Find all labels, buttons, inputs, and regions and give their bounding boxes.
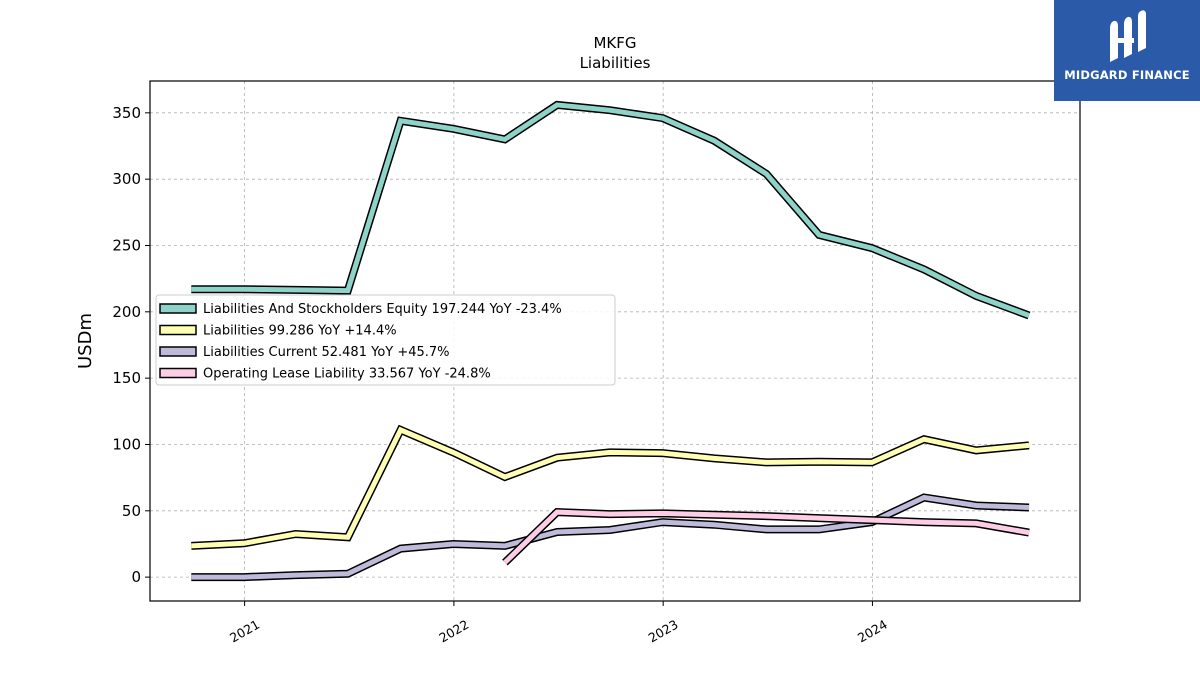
legend-entry: Operating Lease Liability 33.567 YoY -24… bbox=[203, 367, 491, 382]
y-axis-label: USDm bbox=[75, 313, 96, 369]
midgard-finance-logo: MIDGARD FINANCE bbox=[1054, 0, 1200, 101]
legend-box bbox=[155, 294, 616, 386]
y-tick-label: 0 bbox=[131, 568, 141, 586]
y-tick-label: 50 bbox=[122, 502, 141, 520]
x-tick-label: 2024 bbox=[855, 617, 890, 646]
legend-swatch bbox=[159, 324, 197, 336]
x-tick-label: 2023 bbox=[646, 617, 681, 646]
y-tick-label: 300 bbox=[112, 170, 141, 188]
y-tick-label: 250 bbox=[112, 236, 141, 254]
series-line bbox=[503, 509, 1030, 565]
legend-entry: Liabilities And Stockholders Equity 197.… bbox=[203, 302, 562, 317]
y-tick-label: 150 bbox=[112, 369, 141, 387]
plot-frame bbox=[149, 80, 1081, 602]
legend-entry: Liabilities 99.286 YoY +14.4% bbox=[203, 324, 397, 339]
legend-swatch bbox=[159, 303, 197, 314]
series-liabilities bbox=[191, 424, 1030, 550]
series-line-outline bbox=[502, 508, 1030, 566]
y-tick-label: 200 bbox=[112, 303, 141, 321]
series-line bbox=[191, 426, 1030, 549]
series-liabilities-current bbox=[191, 493, 1030, 582]
series-operating-lease-liability bbox=[502, 508, 1030, 566]
chart-subtitle: Liabilities bbox=[580, 54, 651, 72]
series-line bbox=[191, 494, 1030, 580]
series-line-outline bbox=[191, 100, 1031, 320]
logo-text: MIDGARD FINANCE bbox=[1064, 68, 1190, 82]
y-tick-label: 350 bbox=[112, 104, 141, 122]
legend-entry: Liabilities Current 52.481 YoY +45.7% bbox=[203, 345, 450, 360]
series-liabilities-and-stockholders-equity bbox=[191, 100, 1031, 320]
series-line bbox=[191, 102, 1030, 318]
chart-title: MKFG bbox=[593, 34, 636, 52]
x-tick-label: 2021 bbox=[227, 617, 262, 646]
legend-swatch bbox=[159, 346, 197, 357]
y-tick-label: 100 bbox=[112, 435, 141, 453]
legend-swatch bbox=[159, 367, 197, 379]
x-tick-label: 2022 bbox=[436, 617, 471, 646]
midgard-logo-icon bbox=[1110, 10, 1146, 62]
legend: Liabilities And Stockholders Equity 197.… bbox=[155, 294, 616, 386]
